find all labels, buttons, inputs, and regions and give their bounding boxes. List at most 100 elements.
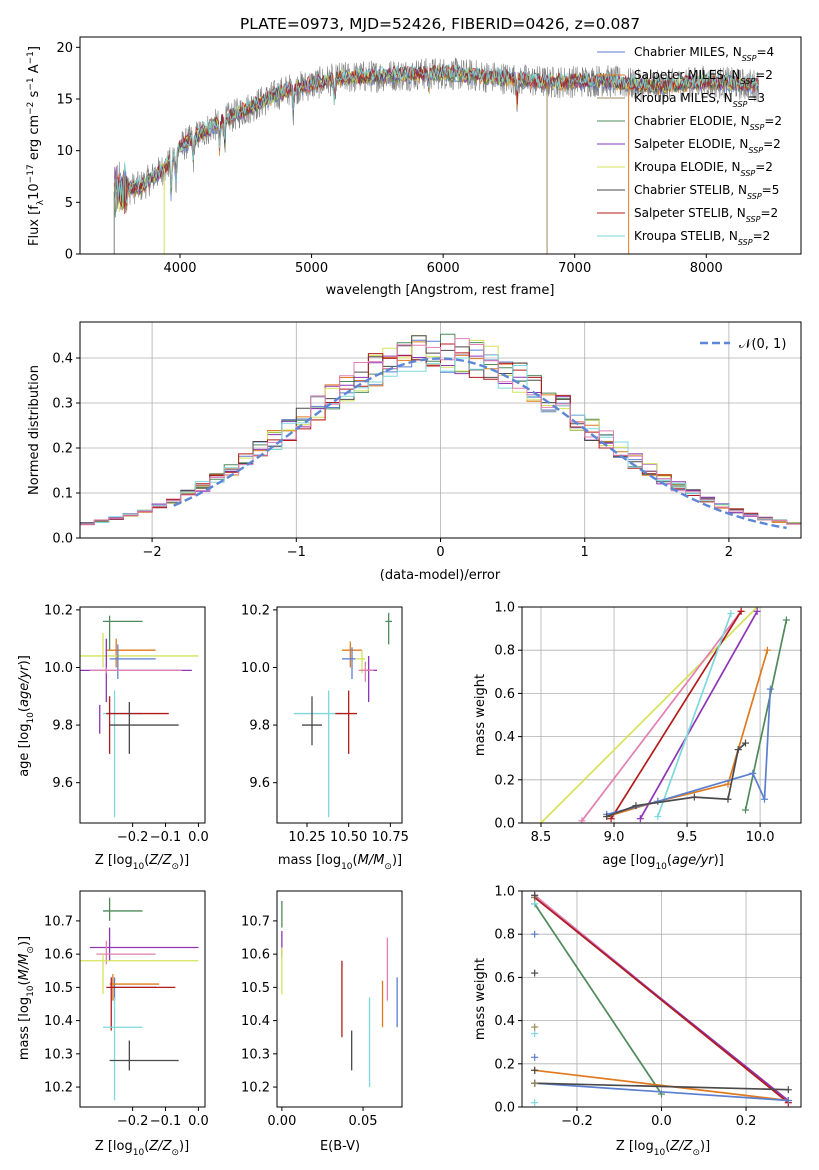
y-tick-label: 0 (65, 248, 73, 263)
y-tick-label: 10.5 (241, 981, 270, 996)
y-tick-label: 0.0 (494, 817, 515, 832)
legend-label: Chabrier STELIB, NSSP=5 (634, 183, 779, 201)
x-tick-label: 0.0 (651, 1114, 672, 1129)
legend-label: Kroupa STELIB, NSSP=2 (634, 229, 770, 247)
x-tick-label: −0.2 (561, 1114, 593, 1129)
y-tick-label: 0.0 (52, 532, 73, 547)
axes-mass-vs-Z: −0.2 −0.1 0.0 10.2 10.3 10.4 10.5 10.6 10.7 mass … (17, 890, 209, 1158)
plot-area (537, 607, 790, 823)
y-tick-label: 0.0 (494, 1101, 515, 1116)
y-tick-label: 10.4 (44, 1014, 73, 1029)
x-tick-label: −0.2 (117, 830, 149, 845)
y-tick-label: 10.3 (44, 1047, 73, 1062)
y-tick-label: 10.3 (241, 1047, 270, 1062)
axes-weight-vs-age: 8.5 9.0 9.5 10.0 0.0 0.2 0.4 0.6 0.8 1.0 mass weig… (473, 601, 802, 872)
y-tick-label: 10.2 (241, 603, 270, 618)
x-tick-label: 10.50 (330, 830, 367, 845)
y-tick-label: 20 (56, 41, 73, 56)
plot-area (281, 900, 398, 1088)
legend-label: Kroupa MILES, NSSP=3 (634, 91, 765, 109)
y-tick-label: 10.2 (44, 1081, 73, 1096)
axes-frame (79, 36, 802, 255)
plot-area (113, 57, 760, 254)
y-tick-label: 10.2 (241, 1081, 270, 1096)
y-tick-label: 10.0 (44, 661, 73, 676)
x-axis-label: Z [log10(Z/Z⊙)] (95, 853, 189, 872)
x-tick-label: 6000 (427, 261, 460, 276)
x-tick-label: 1 (581, 545, 589, 560)
y-tick-label: 9.8 (249, 719, 270, 734)
y-tick-label: 0.2 (494, 773, 515, 788)
y-tick-label: 0.1 (52, 487, 73, 502)
histogram-step (80, 338, 801, 525)
x-tick-label: 0.2 (736, 1114, 757, 1129)
y-axis-label: age [log10(age/yr)] (17, 655, 36, 777)
y-tick-label: 1.0 (494, 601, 515, 616)
x-tick-label: 0 (436, 545, 444, 560)
x-axis-label: Z [log10(Z/Z⊙)] (616, 1139, 710, 1158)
y-tick-label: 10 (56, 144, 73, 159)
spectrum-model-line (113, 64, 759, 215)
weight-line (657, 613, 732, 817)
x-tick-label: 10.0 (746, 830, 775, 845)
axes-frame (79, 890, 206, 1108)
y-tick-label: 0.4 (494, 730, 515, 745)
y-axis-label: Flux [fλ10−17 erg cm−2 s−1 A−1] (26, 46, 46, 246)
weight-line (581, 610, 742, 822)
axes-age-vs-mass: 10.25 10.50 10.75 9.6 9.8 10.0 10.2 mass [log10… (241, 603, 409, 872)
y-axis-label: mass weight (473, 674, 488, 756)
axes-mass-vs-ebv: 0.00 0.05 10.2 10.3 10.4 10.5 10.6 10.7 E(B-V) (241, 890, 403, 1154)
y-tick-label: 1.0 (494, 885, 515, 900)
x-tick-label: 8000 (690, 261, 723, 276)
legend-label: Kroupa ELODIE, NSSP=2 (634, 160, 773, 178)
x-tick-label: 0.0 (188, 1114, 209, 1129)
y-tick-label: 9.6 (52, 776, 73, 791)
y-tick-label: 10.7 (44, 914, 73, 929)
legend-label: Chabrier ELODIE, NSSP=2 (634, 114, 782, 132)
legend-label: Salpeter STELIB, NSSP=2 (634, 206, 778, 224)
x-axis-label: wavelength [Angstrom, rest frame] (326, 283, 555, 298)
plot-area (293, 612, 392, 818)
weight-line (606, 689, 772, 816)
legend-label: Salpeter MILES, NSSP=2 (634, 68, 773, 86)
weight-line (534, 1082, 789, 1102)
plot-area (531, 891, 792, 1107)
histogram-step (80, 354, 801, 525)
x-tick-label: 10.75 (372, 830, 409, 845)
weight-line (639, 610, 758, 820)
weight-line (533, 903, 663, 1095)
x-tick-label: 0.0 (188, 830, 209, 845)
x-tick-label: −0.1 (150, 830, 182, 845)
y-tick-label: 5 (65, 196, 73, 211)
weight-line (610, 610, 742, 820)
x-tick-label: −0.2 (117, 1114, 149, 1129)
axes-frame (79, 606, 206, 824)
y-tick-label: 0.6 (494, 687, 515, 702)
x-tick-label: −2 (143, 545, 162, 560)
legend-label: Salpeter ELODIE, NSSP=2 (634, 137, 781, 155)
y-tick-label: 9.8 (52, 719, 73, 734)
y-tick-label: 0.6 (494, 971, 515, 986)
legend: 𝒩(0, 1) (700, 337, 786, 352)
weight-line (534, 1069, 789, 1102)
x-axis-label: (data-model)/error (380, 568, 501, 583)
y-tick-label: 0.2 (494, 1057, 515, 1072)
y-tick-label: 10.6 (44, 948, 73, 963)
plot-area (80, 615, 199, 818)
plot-area (80, 897, 199, 1101)
y-tick-label: 0.8 (494, 644, 515, 659)
y-tick-label: 9.6 (249, 776, 270, 791)
y-tick-label: 10.6 (241, 948, 270, 963)
legend-label: 𝒩(0, 1) (739, 337, 786, 352)
axes-spectrum: 4000 5000 6000 7000 8000 0 5 10 15 20 Flux [fλ10−1… (26, 36, 802, 298)
y-axis-label: Normed distribution (27, 365, 42, 495)
weight-line (540, 607, 758, 823)
axes-residuals: −2 −1 0 1 2 0.0 0.1 0.2 0.3 0.4 Normed distributio… (27, 321, 802, 583)
plot-area (80, 333, 801, 530)
x-tick-label: 2 (725, 545, 733, 560)
y-tick-label: 10.4 (241, 1014, 270, 1029)
y-axis-label: mass weight (473, 958, 488, 1040)
normal-curve (173, 357, 787, 530)
axes-frame (276, 890, 403, 1108)
